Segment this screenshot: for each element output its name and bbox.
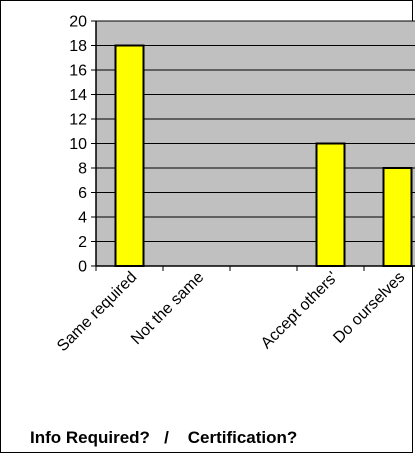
x-category-label: Accept others'	[258, 269, 341, 352]
y-tick-label: 18	[69, 38, 87, 55]
x-category-label: Same required	[54, 269, 140, 355]
x-category-label: Do ourselves	[330, 269, 408, 347]
y-tick-label: 8	[78, 161, 87, 178]
y-tick-label: 2	[78, 234, 87, 251]
y-tick-label: 6	[78, 185, 87, 202]
y-tick-label: 10	[69, 136, 87, 153]
y-tick-label: 14	[69, 87, 87, 104]
y-tick-label: 12	[69, 112, 87, 129]
bar	[114, 44, 145, 267]
x-axis-caption: Info Required? / Certification?	[30, 428, 298, 447]
bar	[315, 142, 346, 267]
y-tick-label: 16	[69, 63, 87, 80]
y-tick-label: 0	[78, 259, 87, 276]
y-tick-label: 20	[69, 14, 87, 31]
y-tick-label: 4	[78, 210, 87, 227]
bar	[382, 167, 413, 267]
